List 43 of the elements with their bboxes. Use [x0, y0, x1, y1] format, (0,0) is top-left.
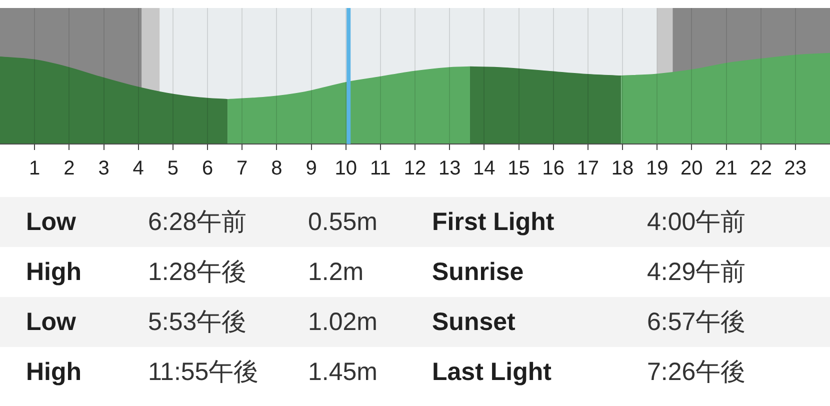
x-tick-label: 16 [542, 158, 564, 180]
text: Sunrise [432, 257, 524, 288]
text: 1.2m [308, 257, 364, 288]
text: 0.55m [308, 207, 378, 238]
x-tick-label: 19 [646, 158, 668, 180]
x-tick-label: 20 [680, 158, 703, 180]
text: Low [26, 307, 76, 338]
x-tick-label: 10 [334, 158, 357, 180]
text: 6:57午後 [647, 307, 746, 338]
x-tick-label: 2 [64, 158, 75, 180]
text: Low [26, 207, 76, 238]
text: 5:53午後 [148, 307, 247, 338]
text: Last Light [432, 357, 552, 388]
text: High [26, 257, 82, 288]
x-tick-label: 23 [784, 158, 807, 180]
x-tick-label: 9 [306, 158, 317, 180]
x-tick-label: 18 [611, 158, 634, 180]
x-tick-label: 1 [29, 158, 40, 180]
text: 7:26午後 [647, 357, 746, 388]
x-tick-label: 7 [236, 158, 248, 180]
x-tick-label: 13 [438, 158, 461, 180]
x-tick-label: 12 [404, 158, 426, 180]
x-tick-label: 3 [98, 158, 110, 180]
text: High [26, 357, 82, 388]
text: 1:28午後 [148, 257, 247, 288]
x-tick-label: 4 [132, 158, 144, 180]
text: Sunset [432, 307, 516, 338]
x-tick-label: 15 [508, 158, 530, 180]
x-tick-label: 6 [202, 158, 214, 180]
x-tick-label: 11 [370, 158, 391, 180]
x-tick-label: 17 [576, 158, 600, 180]
text: 11:55午後 [148, 357, 259, 388]
text: 4:00午前 [647, 207, 746, 238]
text: 1.02m [308, 307, 378, 338]
x-tick-label: 14 [473, 158, 496, 180]
text: 4:29午前 [647, 257, 746, 288]
text: 6:28午前 [148, 207, 247, 238]
x-tick-label: 8 [271, 158, 282, 180]
x-tick-label: 5 [167, 158, 178, 180]
x-tick-label: 21 [715, 158, 738, 180]
text: 1.45m [308, 357, 378, 388]
text: First Light [432, 207, 554, 238]
x-tick-label: 22 [750, 158, 772, 180]
